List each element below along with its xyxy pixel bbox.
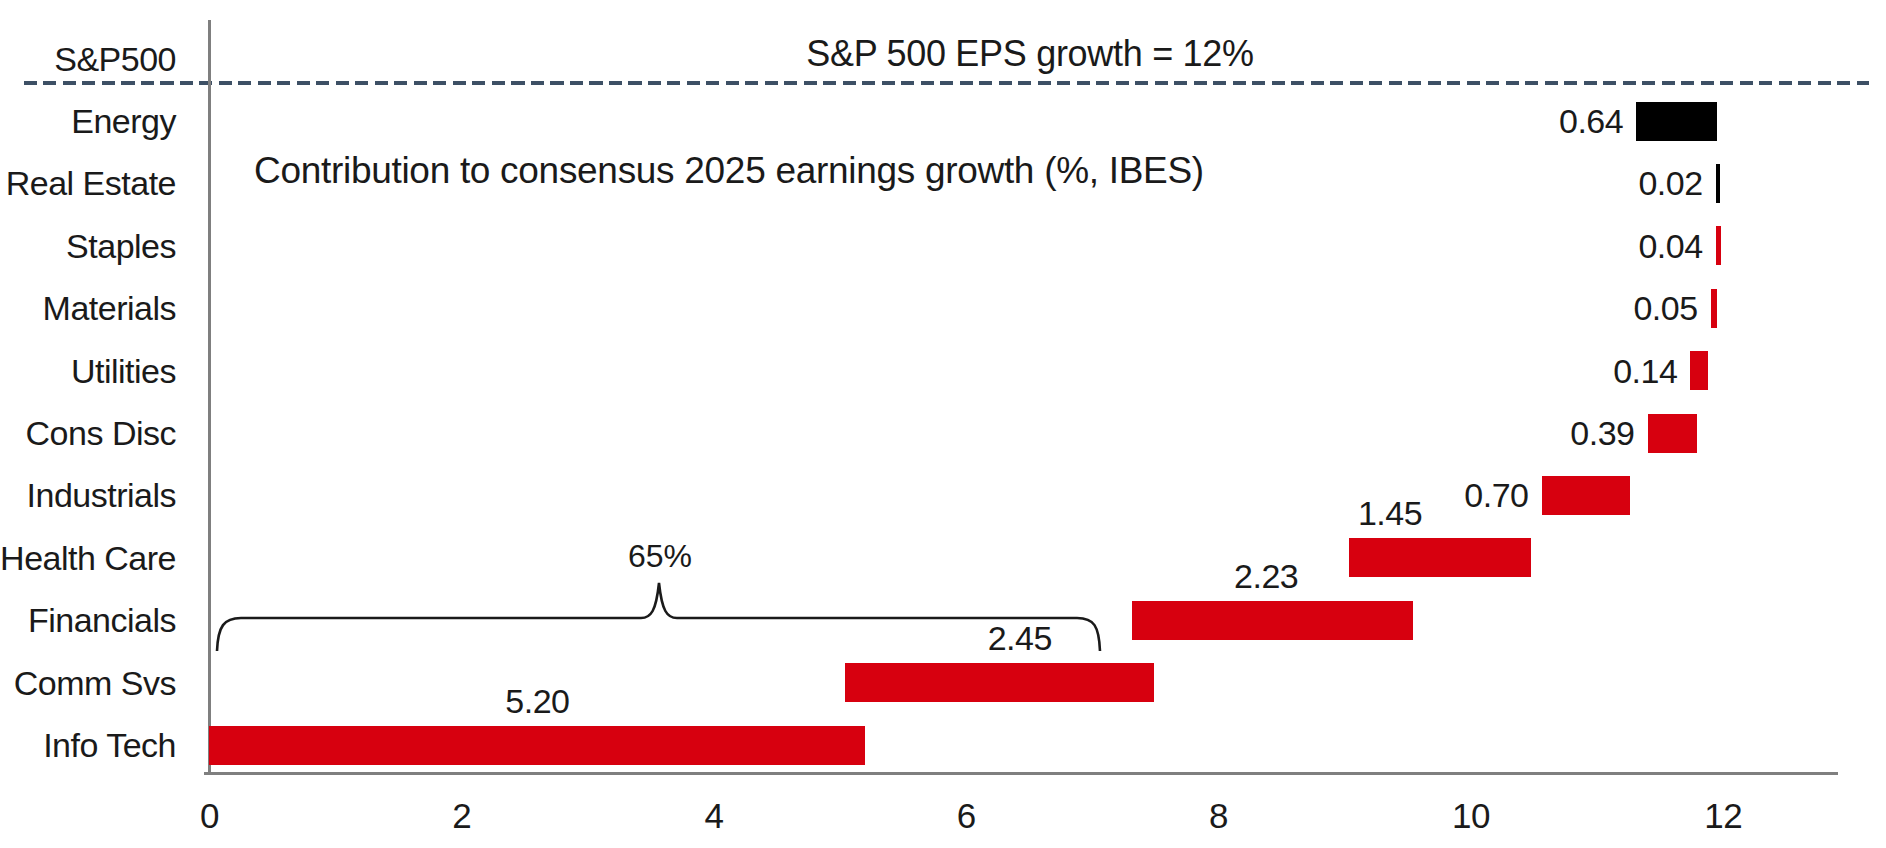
- bar-industrials: [1542, 476, 1630, 515]
- x-tick-10: 10: [1431, 796, 1511, 836]
- y-axis-line: [208, 20, 211, 775]
- chart-title: Contribution to consensus 2025 earnings …: [254, 150, 1204, 192]
- value-label-utilities: 0.14: [1547, 349, 1677, 393]
- value-label-materials: 0.05: [1568, 286, 1698, 330]
- x-tick-4: 4: [674, 796, 754, 836]
- x-tick-12: 12: [1683, 796, 1763, 836]
- category-label-materials: Materials: [0, 286, 176, 330]
- sp500-total-annotation: S&P 500 EPS growth = 12%: [660, 33, 1400, 75]
- x-tick-6: 6: [926, 796, 1006, 836]
- category-label-staples: Staples: [0, 224, 176, 268]
- bar-materials: [1711, 289, 1717, 328]
- bar-comm-svs: [845, 663, 1154, 702]
- bar-info-tech: [209, 726, 865, 765]
- value-label-health-care: 1.45: [1320, 492, 1460, 534]
- category-label-utilities: Utilities: [0, 349, 176, 393]
- category-label-health-care: Health Care: [0, 536, 176, 580]
- bar-health-care: [1349, 538, 1532, 577]
- bracket-label: 65%: [590, 538, 730, 575]
- value-label-energy: 0.64: [1493, 99, 1623, 143]
- category-label-cons-disc: Cons Disc: [0, 411, 176, 455]
- bar-financials: [1132, 601, 1413, 640]
- bar-real-estate: [1716, 164, 1720, 203]
- chart-canvas: S&P 500 EPS growth = 12% Contribution to…: [0, 0, 1886, 848]
- category-label-financials: Financials: [0, 598, 176, 642]
- category-label-energy: Energy: [0, 99, 176, 143]
- bar-utilities: [1690, 351, 1708, 390]
- x-tick-0: 0: [169, 796, 249, 836]
- x-tick-2: 2: [422, 796, 502, 836]
- x-tick-8: 8: [1179, 796, 1259, 836]
- category-label-industrials: Industrials: [0, 473, 176, 517]
- bar-cons-disc: [1648, 414, 1697, 453]
- bar-energy: [1636, 102, 1717, 141]
- value-label-comm-svs: 2.45: [950, 617, 1090, 659]
- value-label-info-tech: 5.20: [467, 680, 607, 722]
- sp500-total-dashed-line: [24, 81, 1869, 85]
- value-label-staples: 0.04: [1573, 224, 1703, 268]
- category-label-comm-svs: Comm Svs: [0, 661, 176, 705]
- x-axis-line: [204, 772, 1838, 775]
- category-label-s-p500: S&P500: [0, 37, 176, 81]
- value-label-cons-disc: 0.39: [1505, 411, 1635, 455]
- value-label-real-estate: 0.02: [1573, 161, 1703, 205]
- category-label-real-estate: Real Estate: [0, 161, 176, 205]
- bar-staples: [1716, 226, 1721, 265]
- value-label-financials: 2.23: [1196, 555, 1336, 597]
- category-label-info-tech: Info Tech: [0, 723, 176, 767]
